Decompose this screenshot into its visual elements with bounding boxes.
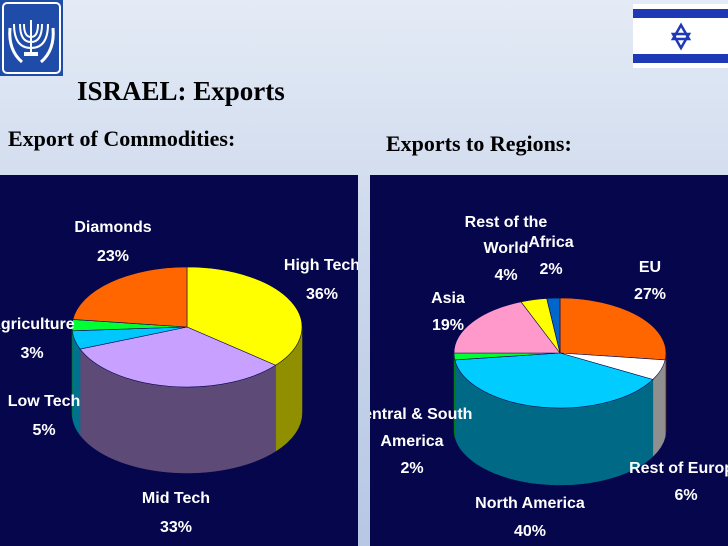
- label-eu-name: EU: [639, 259, 661, 276]
- slice-asia: [453, 301, 561, 354]
- label-central-south-america-name-2: America: [380, 433, 443, 450]
- commodities-pie: [71, 266, 303, 474]
- label-diamonds-value: 23%: [97, 248, 129, 265]
- label-low-tech: Low Tech 5%: [8, 393, 81, 439]
- label-central-south-america: Central & South America 2%: [370, 406, 472, 477]
- label-africa-value: 2%: [539, 261, 562, 278]
- commodities-chart-title: Export of Commodities:: [8, 126, 236, 151]
- label-north-america: North America 40%: [475, 495, 585, 540]
- label-low-tech-value: 5%: [32, 422, 55, 439]
- slice-side-central-south-america: [453, 352, 456, 437]
- label-asia: Asia 19%: [431, 290, 465, 334]
- label-central-south-america-value: 2%: [400, 460, 423, 477]
- slice-high-tech: [186, 266, 303, 366]
- label-central-south-america-name-1: Central & South: [370, 406, 472, 423]
- label-mid-tech-name: Mid Tech: [142, 490, 210, 507]
- commodities-labels: High Tech 36% Mid Tech 33% Low Tech 5% Agri…: [0, 219, 358, 536]
- commodities-chart-panel: High Tech 36% Mid Tech 33% Low Tech 5% Agri…: [0, 175, 358, 546]
- regions-pie: [453, 297, 667, 486]
- label-rest-of-world-name-1: Rest of the: [465, 214, 548, 231]
- slice-north-america: [454, 352, 654, 409]
- label-diamonds: Diamonds 23%: [74, 219, 151, 265]
- label-africa-name: Africa: [528, 234, 573, 251]
- israel-flag-icon: [633, 4, 728, 68]
- slice-eu: [559, 297, 667, 361]
- label-high-tech-name: High Tech: [284, 257, 358, 274]
- label-asia-value: 19%: [432, 317, 464, 334]
- label-rest-of-europe: Rest of Europe 6%: [629, 460, 728, 504]
- commodities-pie-chart: High Tech 36% Mid Tech 33% Low Tech 5% Agri…: [0, 219, 358, 536]
- label-north-america-value: 40%: [514, 523, 546, 540]
- label-low-tech-name: Low Tech: [8, 393, 81, 410]
- slice-diamonds: [72, 266, 188, 328]
- regions-chart-title: Exports to Regions:: [386, 131, 572, 156]
- label-eu: EU 27%: [634, 259, 666, 303]
- label-eu-value: 27%: [634, 286, 666, 303]
- label-rest-of-world-value: 4%: [494, 267, 517, 284]
- label-mid-tech-value: 33%: [160, 519, 192, 536]
- label-north-america-name: North America: [475, 495, 585, 512]
- label-diamonds-name: Diamonds: [74, 219, 151, 236]
- state-emblem-icon: [0, 0, 63, 76]
- label-agriculture: Agriculture 3%: [0, 316, 75, 362]
- label-rest-of-world: Rest of the World 4%: [465, 214, 548, 284]
- label-agriculture-name: Agriculture: [0, 316, 75, 333]
- label-rest-of-europe-value: 6%: [674, 487, 697, 504]
- label-high-tech-value: 36%: [306, 286, 338, 303]
- page-title: ISRAEL: Exports: [77, 76, 285, 106]
- label-rest-of-world-name-2: World: [483, 240, 528, 257]
- label-rest-of-europe-name: Rest of Europe: [629, 460, 728, 477]
- label-mid-tech: Mid Tech 33%: [142, 490, 210, 536]
- label-asia-name: Asia: [431, 290, 465, 307]
- label-high-tech: High Tech 36%: [284, 257, 358, 303]
- label-africa: Africa 2%: [528, 234, 573, 278]
- slice-mid-tech: [79, 326, 277, 388]
- slice-africa: [546, 297, 561, 354]
- label-agriculture-value: 3%: [20, 345, 43, 362]
